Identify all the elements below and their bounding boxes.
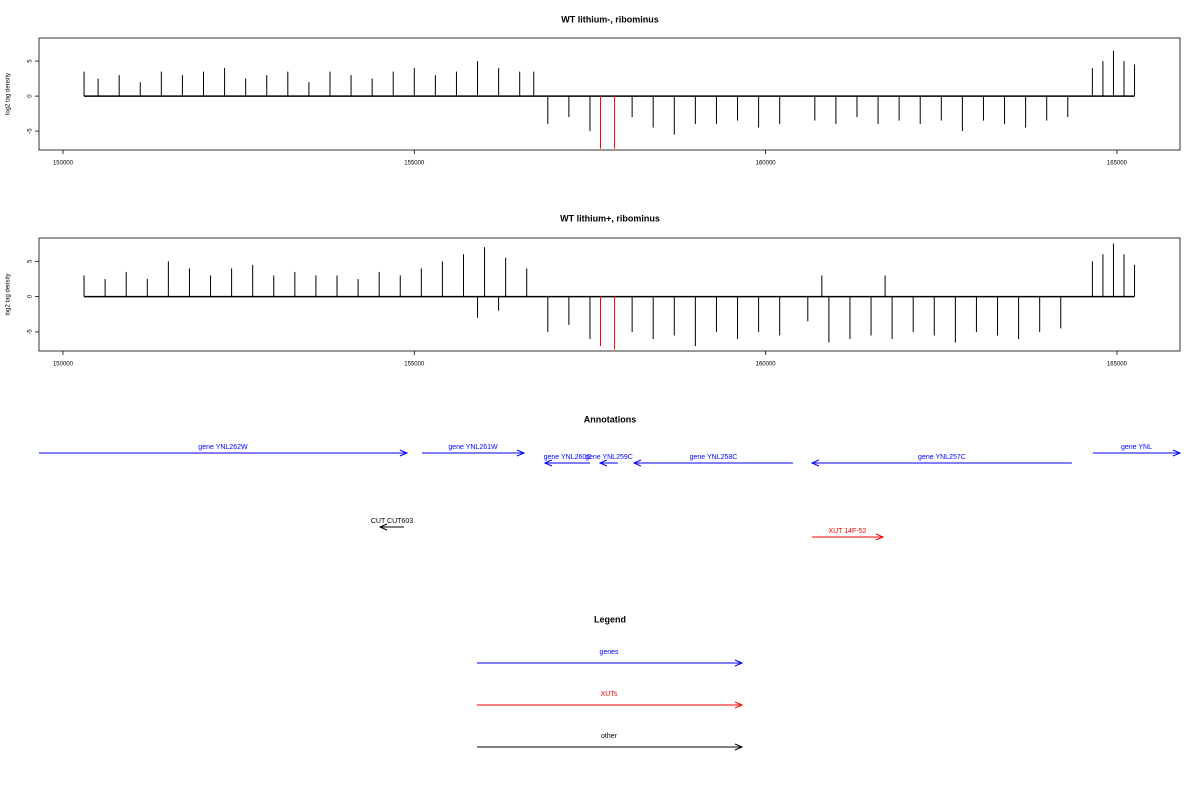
legend-title: Legend (594, 614, 626, 624)
feature-arrow-head (399, 449, 409, 457)
panel-title: WT lithium-, ribominus (561, 14, 659, 24)
x-tick-label: 165000 (1107, 161, 1128, 167)
legend-arrow-head (734, 659, 744, 667)
feature-label: gene YNL258C (690, 454, 738, 461)
feature-arrow-head (810, 459, 820, 467)
y-axis-label: log2 tag density (6, 73, 12, 115)
feature-label: CUT CUT603 (371, 518, 413, 525)
feature-arrow-head (378, 523, 388, 531)
feature-label: gene YNL (1121, 444, 1152, 451)
feature-arrow-head (598, 459, 608, 467)
feature-label: gene YNL260C (544, 454, 592, 461)
feature-arrow-head (516, 449, 526, 457)
feature-arrow-head (543, 459, 553, 467)
x-tick-label: 160000 (756, 161, 777, 167)
y-tick-label: 5 (28, 59, 34, 63)
x-tick-label: 150000 (53, 362, 74, 368)
y-tick-label: -5 (28, 128, 34, 134)
feature-label: gene YNL259C (585, 454, 633, 461)
y-tick-label: 5 (28, 259, 34, 263)
plot-frame (38, 237, 1181, 352)
x-tick-label: 160000 (756, 362, 777, 368)
feature-label: gene YNL261W (448, 444, 498, 451)
y-axis-label: log2 tag density (6, 273, 12, 315)
panel-title: WT lithium+, ribominus (560, 213, 660, 223)
feature-label: gene YNL262W (198, 444, 248, 451)
legend-label: XUTs (601, 691, 618, 698)
x-tick-label: 155000 (404, 362, 425, 368)
x-tick-label: 165000 (1107, 362, 1128, 368)
feature-label: gene YNL257C (918, 454, 966, 461)
y-tick-label: -5 (28, 329, 34, 335)
legend-label: other (601, 733, 618, 740)
y-tick-label: 0 (28, 294, 34, 298)
y-tick-label: 0 (28, 94, 34, 98)
x-tick-label: 155000 (404, 161, 425, 167)
feature-arrow-head (1172, 449, 1182, 457)
x-tick-label: 150000 (53, 161, 74, 167)
plot-frame (38, 37, 1181, 151)
feature-label: XUT 14F-52 (828, 528, 866, 535)
legend-arrow-head (734, 743, 744, 751)
legend-arrow-head (734, 701, 744, 709)
feature-arrow-head (875, 533, 885, 541)
annotations-title: Annotations (584, 414, 637, 424)
legend-label: genes (599, 649, 619, 656)
feature-arrow-head (632, 459, 642, 467)
